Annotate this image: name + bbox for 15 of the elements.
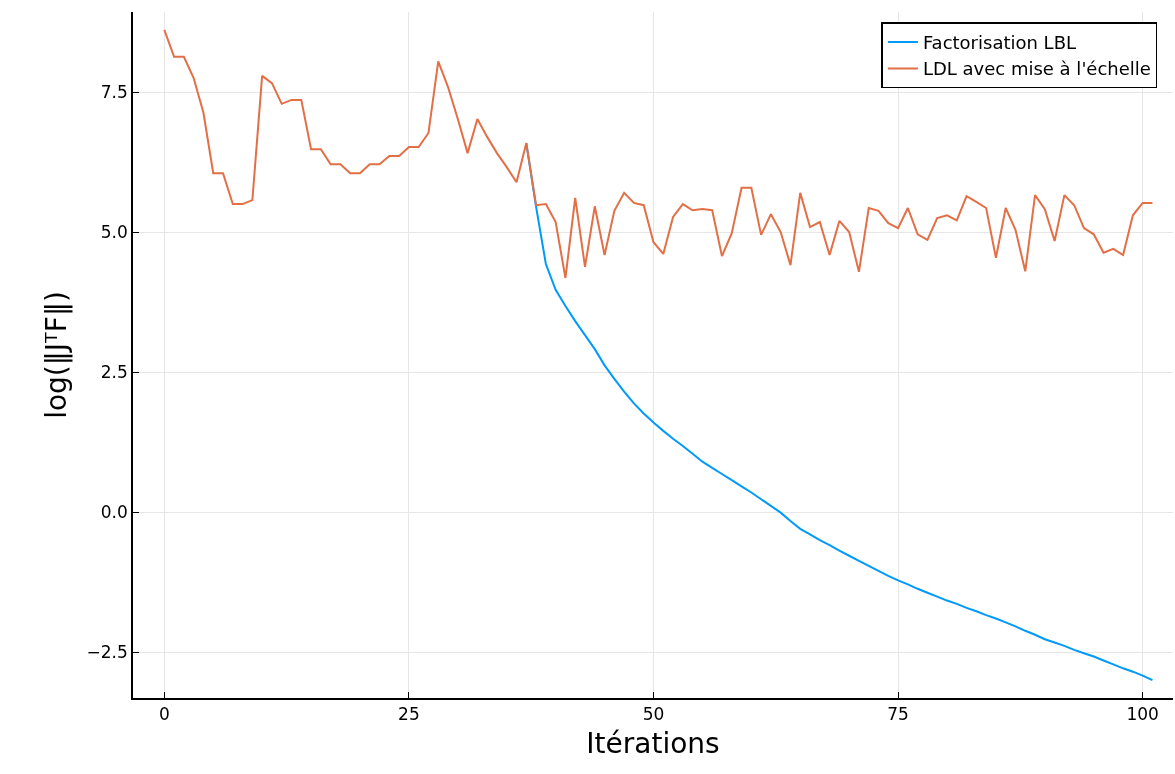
y-tick-label: 7.5 bbox=[100, 82, 128, 103]
x-tick-label: 0 bbox=[158, 704, 170, 725]
y-tick-label: −2.5 bbox=[86, 642, 128, 663]
legend-label: Factorisation LBL bbox=[922, 32, 1077, 54]
y-tick-label: 0.0 bbox=[100, 502, 128, 523]
y-axis-title: log(‖JᵀF‖) bbox=[39, 291, 73, 419]
line-series bbox=[163, 28, 1154, 279]
x-tick-label: 100 bbox=[1126, 704, 1159, 725]
y-tick-label: 5.0 bbox=[100, 222, 128, 243]
legend-label: LDL avec mise à l'échelle bbox=[922, 58, 1151, 80]
y-tick-label: 2.5 bbox=[100, 362, 128, 383]
x-tick-label: 25 bbox=[398, 704, 420, 725]
x-tick-label: 50 bbox=[642, 704, 665, 725]
x-axis-title: Itérations bbox=[586, 726, 720, 760]
x-tick-label: 75 bbox=[887, 704, 909, 725]
